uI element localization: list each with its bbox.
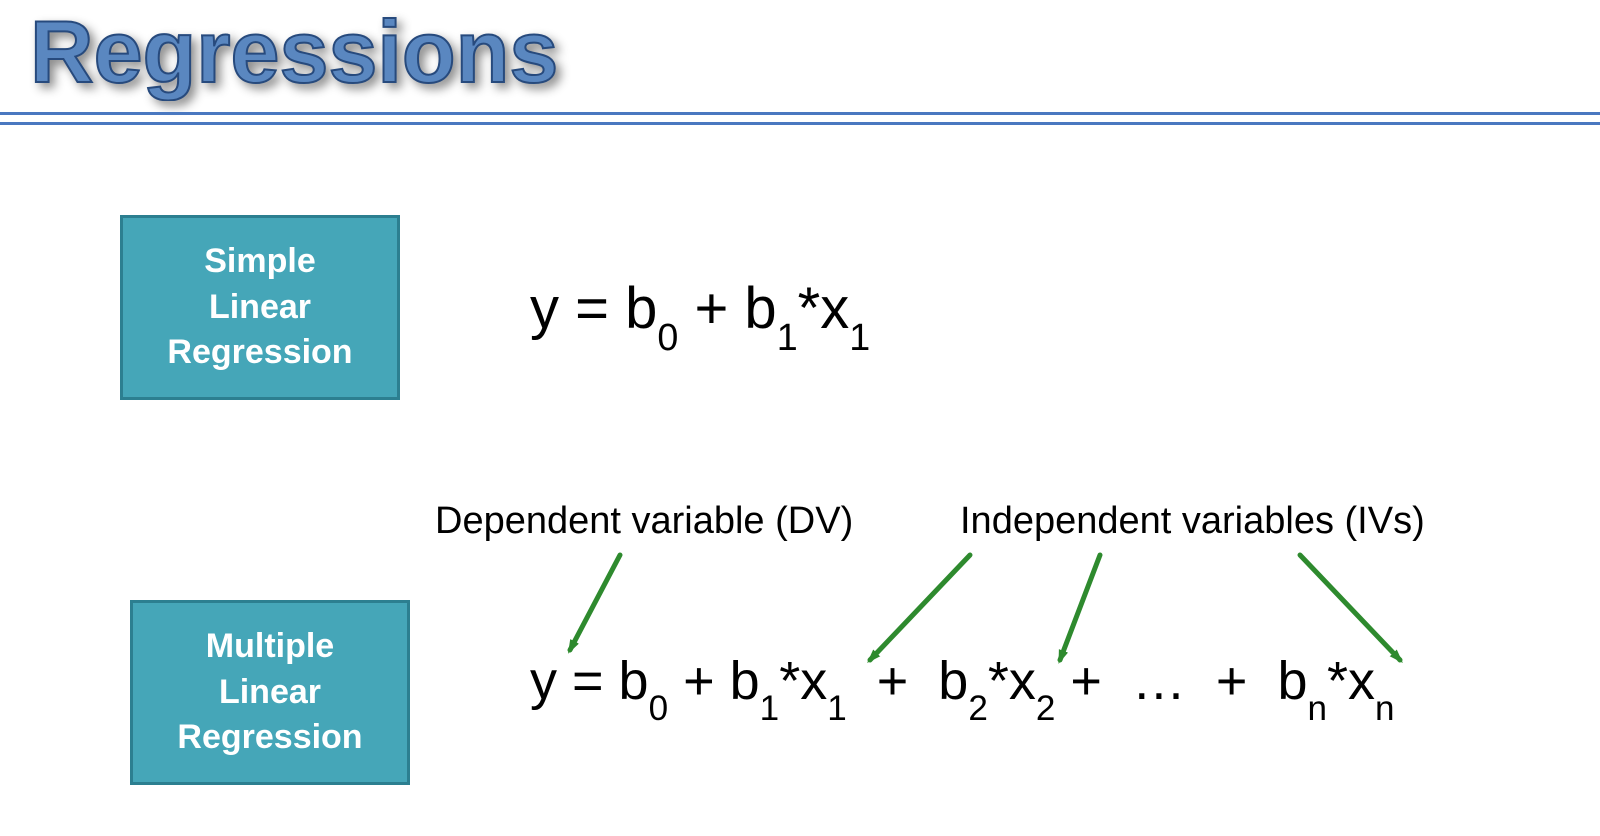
formula-multiple-linear-regression: y = b0 + b1*x1 + b2*x2 + … + bn*xn bbox=[530, 650, 1395, 720]
arrow-icon bbox=[570, 555, 620, 650]
annotation-dependent-variable: Dependent variable (DV) bbox=[435, 500, 853, 543]
arrow-icon bbox=[1300, 555, 1400, 660]
label-box-line: Multiple bbox=[177, 624, 362, 670]
formula-simple-linear-regression: y = b0 + b1*x1 bbox=[530, 275, 870, 350]
annotation-independent-variables: Independent variables (IVs) bbox=[960, 500, 1425, 543]
arrow-icon bbox=[870, 555, 970, 660]
title-rule-bottom bbox=[0, 122, 1600, 125]
label-box-simple-linear-regression: SimpleLinearRegression bbox=[120, 215, 400, 400]
page-title: Regressions bbox=[30, 8, 558, 96]
label-box-line: Linear bbox=[167, 285, 352, 331]
label-box-line: Linear bbox=[177, 670, 362, 716]
arrow-icon bbox=[1060, 555, 1100, 660]
slide: Regressions SimpleLinearRegression Multi… bbox=[0, 0, 1600, 836]
label-box-line: Regression bbox=[177, 715, 362, 761]
title-rule-top bbox=[0, 112, 1600, 115]
label-box-multiple-linear-regression: MultipleLinearRegression bbox=[130, 600, 410, 785]
label-box-line: Simple bbox=[167, 239, 352, 285]
label-box-line: Regression bbox=[167, 330, 352, 376]
